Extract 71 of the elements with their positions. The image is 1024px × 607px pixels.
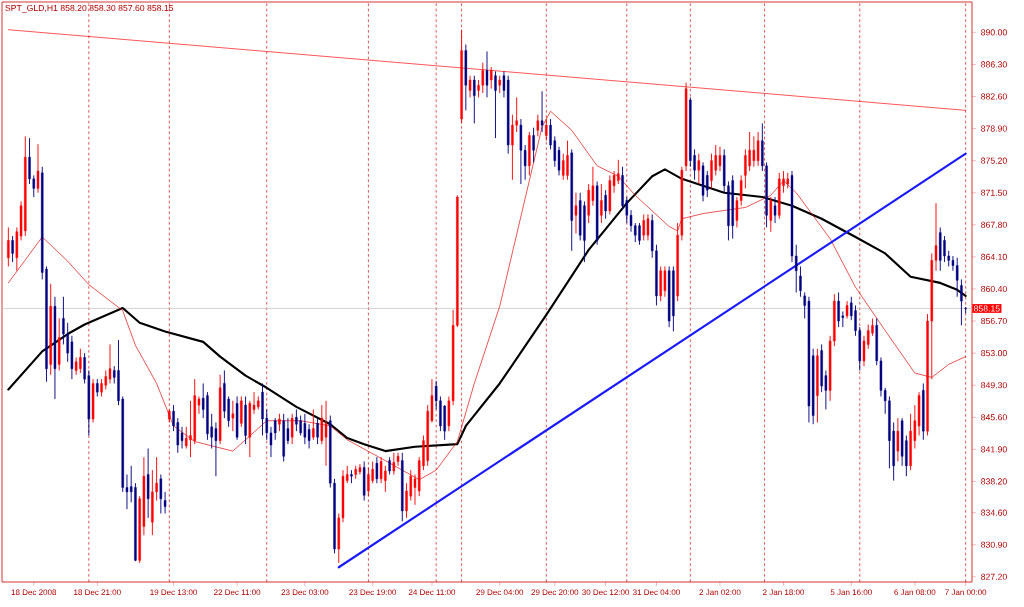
candlestick [773,196,777,224]
x-tick-label: 29 Dec 20:00 [531,589,579,596]
candlestick [350,469,353,484]
y-tick-label: 864.10 [981,253,1007,260]
candlestick [786,172,789,189]
candlestick [168,409,171,423]
y-tick-label: 827.20 [981,573,1007,580]
x-tick-label: 5 Jan 16:00 [830,589,872,596]
x-tick-label: 19 Dec 13:00 [150,589,198,596]
candlestick [540,90,544,133]
x-tick-label: 23 Dec 03:00 [281,589,329,596]
candlestick [312,409,315,441]
candlestick [396,452,400,467]
y-tick-label: 834.60 [981,509,1007,516]
candlestick [290,413,294,445]
candlestick [108,343,112,384]
candlestick [511,114,514,181]
candlestick [574,192,578,234]
y-tick-label: 849.30 [981,382,1007,389]
x-tick-label: 31 Dec 04:00 [632,589,680,596]
candlestick [896,417,900,462]
candlestick [964,306,967,314]
x-tick-label: 30 Dec 12:00 [582,589,630,596]
candlestick [536,114,540,137]
candlestick [545,118,548,142]
y-tick-label: 875.20 [981,157,1007,164]
candlestick [498,75,501,94]
x-tick-label: 29 Dec 04:00 [476,589,524,596]
y-tick-label: 878.90 [981,125,1007,132]
candlestick [231,400,235,432]
x-tick-label: 2 Jan 02:00 [699,589,741,596]
candlestick [185,426,188,449]
candlestick [180,426,184,449]
y-tick-label: 841.90 [981,446,1007,453]
x-tick-label: 7 Jan 00:00 [945,589,987,596]
y-tick-label: 871.50 [981,189,1007,196]
y-tick-label: 860.40 [981,285,1007,293]
candlestick [468,75,472,98]
candlestick [388,456,391,475]
chart-title: SPT_GLD,H1 858.20 858.30 857.60 858.15 [5,4,174,13]
candlestick [159,474,163,514]
x-tick-label: 6 Jan 08:00 [894,589,936,596]
candlestick [362,461,366,501]
y-tick-label: 890.00 [981,29,1007,36]
candlestick [100,378,103,397]
y-tick-label: 867.80 [981,221,1007,228]
x-tick-label: 23 Dec 19:00 [349,589,397,596]
candlestick [74,356,78,376]
y-tick-label: 845.60 [981,414,1007,421]
candlestick [697,153,701,185]
y-tick-label: 856.70 [981,317,1007,325]
y-tick-label: 882.60 [981,93,1007,100]
x-tick-label: 2 Jan 18:00 [763,589,805,596]
ref-line-label: 858.15 [973,305,1000,312]
candlestick [278,413,281,432]
y-tick-label: 830.90 [981,541,1007,548]
line-series [7,168,967,453]
y-tick-label: 886.30 [981,61,1007,68]
x-tick-label: 24 Dec 11:00 [408,589,456,596]
candlestick [608,174,612,215]
candlestick [96,378,99,397]
candlestick [837,291,840,328]
y-tick-label: 853.00 [981,350,1007,357]
candlestick [392,452,396,475]
candlestick [358,463,362,475]
x-tick-label: 22 Dec 11:00 [213,589,261,596]
candlestick [490,66,493,90]
x-tick-label: 18 Dec 2008 [11,589,57,596]
x-tick-label: 18 Dec 21:00 [74,589,121,596]
candlestick [718,146,722,172]
y-tick-label: 838.20 [981,478,1007,485]
